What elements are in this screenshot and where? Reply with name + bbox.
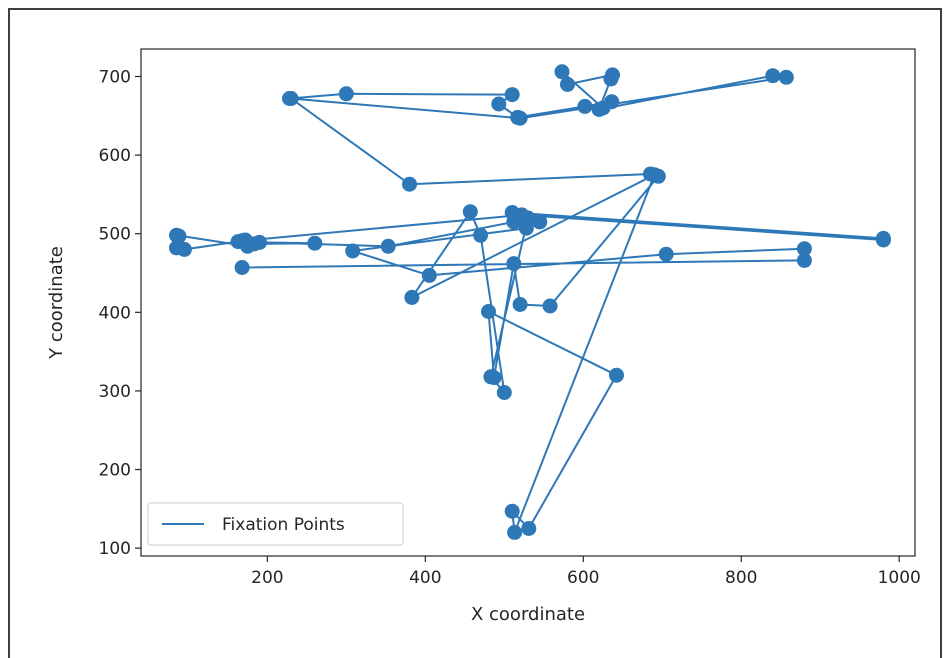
- x-tick-label: 1000: [878, 568, 921, 588]
- fixation-point-marker: [481, 304, 496, 319]
- fixation-point-marker: [796, 241, 812, 257]
- legend: Fixation Points: [147, 502, 404, 546]
- y-axis-ticks: 100 200 300 400 500 600 700: [99, 68, 141, 559]
- fixation-point-marker: [171, 228, 187, 244]
- x-tick-label: 200: [251, 568, 283, 588]
- plot-area-frame: [140, 48, 916, 557]
- fixation-point-marker: [646, 167, 662, 183]
- fixation-point-marker: [532, 214, 548, 230]
- fixation-point-marker: [554, 64, 570, 80]
- y-tick-label: 600: [99, 146, 131, 166]
- fixation-point-marker: [491, 96, 507, 112]
- fixation-point-marker: [506, 214, 522, 230]
- fixation-point-marker: [421, 267, 437, 283]
- y-axis-label: Y coordinate: [46, 246, 67, 360]
- fixation-point-marker: [658, 246, 674, 262]
- fixation-point-marker: [603, 71, 619, 87]
- plot-marks: [169, 64, 891, 540]
- fixation-point-marker: [380, 238, 396, 254]
- x-axis-ticks: 200 400 600 800 1000: [251, 556, 921, 588]
- legend-box: [147, 502, 404, 546]
- fixation-point-marker: [176, 241, 192, 257]
- fixation-point-marker: [518, 220, 534, 236]
- fixation-point-marker: [765, 68, 781, 84]
- fixation-point-marker: [230, 234, 246, 250]
- legend-entry-label: Fixation Points: [222, 515, 345, 535]
- x-tick-label: 600: [567, 568, 599, 588]
- fixation-point-marker: [504, 87, 520, 103]
- fixation-point-marker: [473, 227, 489, 243]
- y-tick-label: 400: [99, 303, 131, 323]
- y-tick-label: 100: [99, 539, 131, 559]
- fixation-point-marker: [796, 252, 812, 268]
- fixation-point-marker: [512, 297, 528, 312]
- series-line: [175, 70, 885, 534]
- fixation-point-marker: [521, 521, 537, 536]
- y-tick-label: 700: [99, 68, 131, 88]
- fixation-point-marker: [234, 260, 250, 275]
- fixation-point-marker: [560, 76, 575, 92]
- y-tick-label: 500: [99, 225, 131, 245]
- fixation-point-marker: [345, 243, 361, 259]
- fixation-point-marker: [506, 256, 522, 272]
- x-tick-label: 800: [725, 568, 757, 588]
- fixation-point-marker: [402, 176, 417, 192]
- fixation-point-marker: [591, 102, 607, 117]
- fixation-point-marker: [404, 289, 420, 305]
- fixation-point-marker: [609, 367, 624, 383]
- fixation-point-marker: [577, 98, 593, 114]
- fixation-point-marker: [483, 369, 499, 385]
- fixation-point-marker: [462, 204, 478, 220]
- fixation-point-marker: [778, 69, 794, 85]
- fixation-point-marker: [283, 91, 299, 106]
- fixation-point-marker: [504, 503, 520, 519]
- y-tick-label: 200: [99, 461, 131, 481]
- y-tick-label: 300: [99, 382, 131, 402]
- fixation-point-marker: [512, 110, 528, 126]
- x-axis-label: X coordinate: [471, 604, 585, 625]
- fixation-point-marker: [507, 524, 523, 540]
- fixation-point-marker: [542, 298, 558, 314]
- fixation-point-marker: [875, 232, 891, 248]
- fixation-point-marker: [338, 86, 354, 102]
- fixation-point-marker: [496, 385, 512, 400]
- x-tick-label: 400: [409, 568, 441, 588]
- fixation-point-marker: [307, 235, 323, 251]
- figure-frame: [8, 8, 942, 658]
